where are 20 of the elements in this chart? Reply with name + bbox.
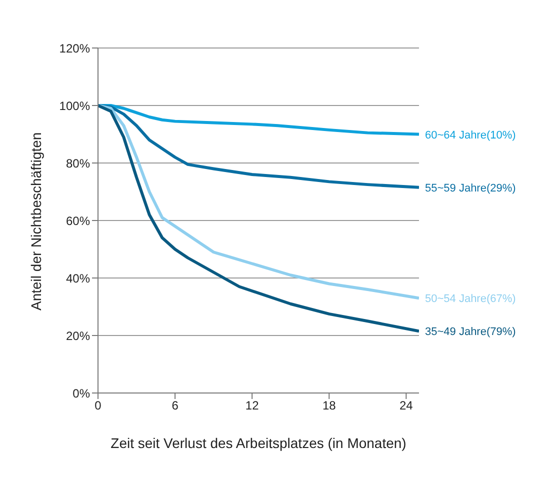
x-tick-label: 0 — [94, 398, 102, 413]
series-label: 60~64 Jahre(10%) — [425, 129, 516, 142]
x-tick-label: 24 — [399, 398, 414, 413]
series-label: 50~54 Jahre(67%) — [425, 293, 516, 306]
x-tick-label: 18 — [322, 398, 336, 413]
y-tick-label: 120% — [59, 41, 90, 56]
y-axis-title: Anteil der Nichtbeschäftigten — [28, 132, 44, 310]
series-label: 35~49 Jahre(79%) — [425, 326, 516, 338]
line-series — [98, 104, 419, 189]
y-tick-label: 40% — [66, 271, 90, 286]
x-tick-label: 6 — [172, 398, 179, 413]
line-series — [98, 104, 419, 136]
y-tick-label: 100% — [59, 98, 90, 113]
y-tick-label: 20% — [66, 328, 90, 343]
y-tick-label: 60% — [66, 214, 90, 228]
x-axis-title: Zeit seit Verlust des Arbeitsplatzes (in Monaten) — [110, 435, 406, 451]
series-label: 55~59 Jahre(29%) — [425, 182, 516, 194]
y-tick-label: 80% — [66, 156, 90, 170]
x-tick-label: 12 — [245, 398, 260, 413]
y-tick-label: 0% — [72, 386, 90, 400]
